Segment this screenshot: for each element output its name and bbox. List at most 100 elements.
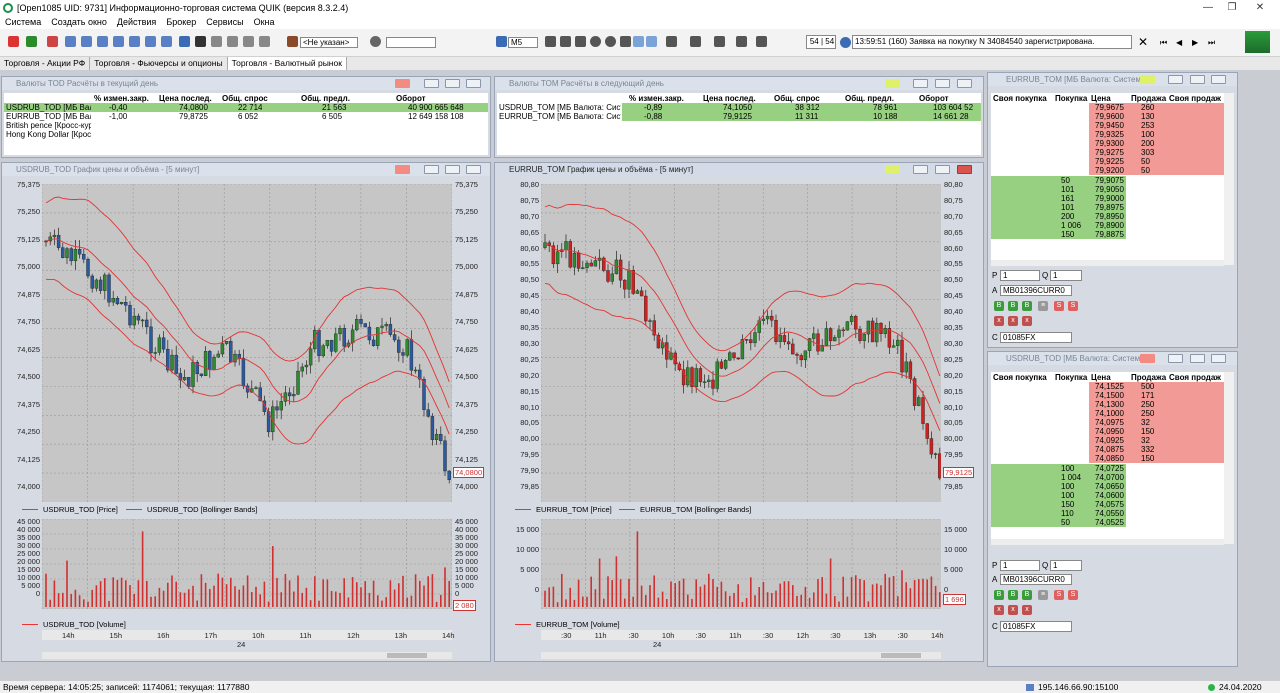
search-icon[interactable] [370, 36, 381, 47]
zoom-out-icon[interactable] [560, 36, 571, 47]
buy-market-icon[interactable]: B [1008, 301, 1018, 311]
sell-icon[interactable]: S [1054, 301, 1064, 311]
connect-icon[interactable] [8, 36, 19, 47]
bid-row[interactable] [991, 509, 1126, 518]
bid-row[interactable] [991, 464, 1126, 473]
search-input[interactable] [386, 37, 436, 48]
ask-row[interactable] [1089, 445, 1224, 454]
stop-icon[interactable]: ≡ [1038, 590, 1048, 600]
window-restore[interactable] [445, 79, 460, 88]
menu-broker[interactable]: Брокер [166, 17, 197, 27]
bid-row[interactable] [991, 194, 1126, 203]
price-input[interactable]: 1 [1000, 560, 1040, 571]
client-select[interactable]: 01085FX [1000, 332, 1072, 343]
ask-row[interactable] [1089, 139, 1224, 148]
orderbook-header[interactable]: Покупка [1055, 94, 1088, 103]
cancel-sell-icon[interactable]: x [1022, 316, 1032, 326]
move-icon[interactable] [575, 36, 586, 47]
ask-row[interactable] [1089, 103, 1224, 112]
vertical-scrollbar[interactable] [1224, 93, 1234, 265]
window-restore[interactable] [935, 79, 950, 88]
bid-row[interactable] [991, 230, 1126, 239]
close-icon[interactable]: ✕ [1255, 2, 1265, 13]
table-row[interactable] [4, 103, 488, 112]
window-restore[interactable] [1190, 75, 1205, 84]
orderbook-header[interactable]: Покупка [1055, 373, 1088, 382]
cancel-buy-icon[interactable]: x [1008, 605, 1018, 615]
tool-icon[interactable] [211, 36, 222, 47]
quotes-icon[interactable] [81, 36, 92, 47]
account-select[interactable]: MB01396CURR0 [1000, 574, 1072, 585]
window-minimize[interactable] [913, 165, 928, 174]
orderbook-header[interactable]: Своя покупка [993, 373, 1047, 382]
nav-next-icon[interactable]: ▶ [1192, 38, 1199, 47]
window-minimize[interactable] [1168, 75, 1183, 84]
cancel-orders-icon[interactable]: x [994, 605, 1004, 615]
tab-stocks[interactable]: Торговля - Акции РФ [0, 57, 91, 70]
orderbook-header[interactable]: Цена [1091, 373, 1111, 382]
col-bid[interactable]: Общ. спрос [222, 94, 268, 103]
bid-row[interactable] [991, 221, 1126, 230]
horizontal-scrollbar[interactable] [991, 539, 1224, 545]
sell-icon[interactable]: S [1054, 590, 1064, 600]
ask-row[interactable] [1089, 409, 1224, 418]
col-change[interactable]: % измен.закр. [629, 94, 684, 103]
bar-chart-icon[interactable] [496, 36, 507, 47]
window-close[interactable] [1211, 75, 1226, 84]
vertical-scrollbar[interactable] [1224, 372, 1234, 544]
cursor-icon[interactable] [633, 36, 644, 47]
col-last[interactable]: Цена послед. [159, 94, 212, 103]
crosshair-icon[interactable] [605, 36, 616, 47]
ask-row[interactable] [1089, 382, 1224, 391]
bid-row[interactable] [991, 473, 1126, 482]
info-icon[interactable] [179, 36, 190, 47]
tool2-icon[interactable] [227, 36, 238, 47]
minimize-icon[interactable]: — [1203, 2, 1213, 13]
tab-futures[interactable]: Торговля - Фьючерсы и опционы [90, 57, 228, 70]
bid-row[interactable] [991, 176, 1126, 185]
ask-row[interactable] [1089, 436, 1224, 445]
volume-area[interactable] [41, 518, 453, 610]
volume-area[interactable] [540, 518, 941, 610]
buy-icon[interactable]: B [994, 590, 1004, 600]
ask-row[interactable] [1089, 454, 1224, 463]
qty-input[interactable]: 1 [1050, 560, 1082, 571]
bid-row[interactable] [991, 212, 1126, 221]
bid-row[interactable] [991, 482, 1126, 491]
table-icon[interactable] [65, 36, 76, 47]
ask-row[interactable] [1089, 112, 1224, 121]
price-input[interactable]: 1 [1000, 270, 1040, 281]
disconnect-icon[interactable] [26, 36, 37, 47]
window-restore[interactable] [935, 165, 950, 174]
window-pin-icon[interactable] [395, 165, 410, 174]
orderbook-header[interactable]: Своя продаж [1169, 94, 1221, 103]
horizontal-scrollbar[interactable] [42, 652, 452, 659]
limits-icon[interactable] [145, 36, 156, 47]
row-name[interactable]: USDRUB_TOM [МБ Валюта: Системн [499, 103, 621, 112]
window-minimize[interactable] [424, 79, 439, 88]
nav-first-icon[interactable]: ⏮ [1160, 38, 1168, 47]
message-line[interactable]: 13:59:51 (160) Заявка на покупку N 34084… [852, 35, 1132, 49]
buy-market-icon[interactable]: B [1008, 590, 1018, 600]
positions-icon[interactable] [129, 36, 140, 47]
orders-icon[interactable] [97, 36, 108, 47]
chart-icon[interactable] [161, 36, 172, 47]
bid-row[interactable] [991, 491, 1126, 500]
ask-row[interactable] [1089, 166, 1224, 175]
ask-row[interactable] [1089, 121, 1224, 130]
client-select[interactable]: 01085FX [1000, 621, 1072, 632]
orderbook-header[interactable]: Продажа [1131, 373, 1167, 382]
nav-last-icon[interactable]: ⏭ [1208, 38, 1216, 47]
window-restore[interactable] [445, 165, 460, 174]
tab-currency[interactable]: Торговля - Валютный рынок [227, 57, 347, 70]
layers-icon[interactable] [756, 36, 767, 47]
ask-row[interactable] [1089, 400, 1224, 409]
zoom-in-icon[interactable] [545, 36, 556, 47]
bid-row[interactable] [991, 185, 1126, 194]
menu-services[interactable]: Сервисы [206, 17, 244, 27]
tool3-icon[interactable] [243, 36, 254, 47]
text-tool-icon[interactable] [690, 36, 701, 47]
cancel-buy-icon[interactable]: x [1008, 316, 1018, 326]
orderbook-header[interactable]: Цена [1091, 94, 1111, 103]
orderbook-header[interactable]: Своя покупка [993, 94, 1047, 103]
